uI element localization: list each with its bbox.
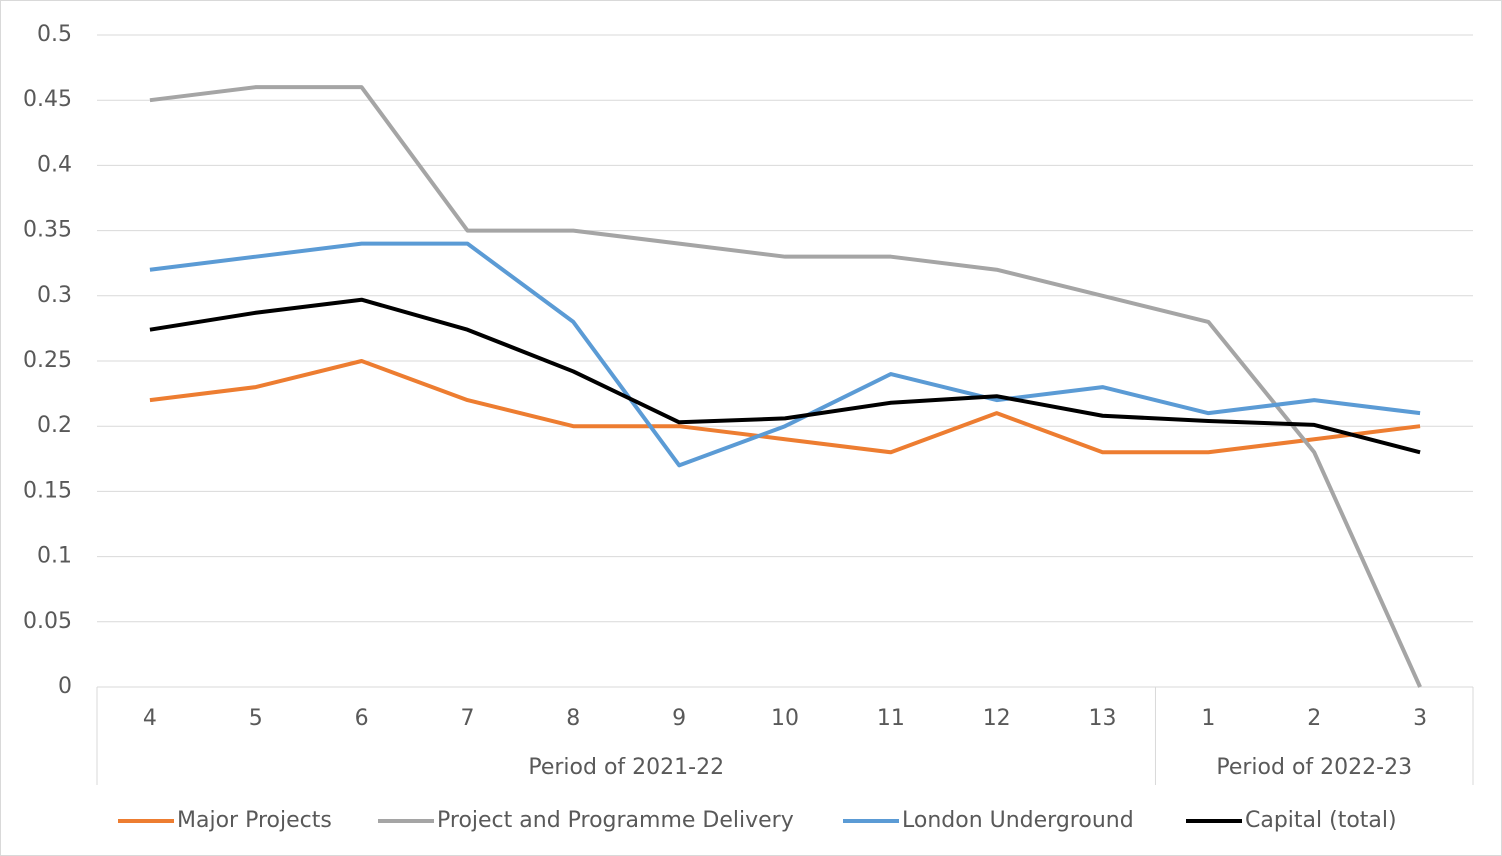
y-tick-label: 0.25 bbox=[23, 348, 72, 373]
series-line bbox=[149, 297, 1421, 455]
y-tick-label: 0.45 bbox=[23, 87, 72, 112]
series-line bbox=[149, 241, 1421, 468]
y-tick-label: 0.3 bbox=[37, 283, 72, 308]
legend-label: London Underground bbox=[902, 808, 1134, 833]
group-label: Period of 2021-22 bbox=[528, 755, 724, 780]
y-tick-label: 0.2 bbox=[37, 413, 72, 438]
x-tick-label: 11 bbox=[877, 706, 905, 731]
legend-label: Capital (total) bbox=[1245, 808, 1397, 833]
x-tick-label: 12 bbox=[983, 706, 1011, 731]
x-tick-label: 9 bbox=[672, 706, 686, 731]
y-tick-label: 0.4 bbox=[37, 152, 72, 177]
x-tick-label: 3 bbox=[1413, 706, 1427, 731]
x-tick-label: 8 bbox=[566, 706, 580, 731]
x-tick-label: 5 bbox=[249, 706, 263, 731]
legend-label: Project and Programme Delivery bbox=[437, 808, 794, 833]
series-line bbox=[149, 359, 1421, 455]
x-tick-label: 2 bbox=[1307, 706, 1321, 731]
y-tick-label: 0.35 bbox=[23, 218, 72, 243]
x-tick-label: 6 bbox=[355, 706, 369, 731]
series-line bbox=[149, 85, 1422, 688]
y-tick-label: 0.1 bbox=[37, 544, 72, 569]
group-label: Period of 2022-23 bbox=[1216, 755, 1412, 780]
y-tick-label: 0.15 bbox=[23, 478, 72, 503]
y-tick-label: 0.05 bbox=[23, 609, 72, 634]
x-tick-label: 10 bbox=[771, 706, 799, 731]
x-tick-label: 4 bbox=[143, 706, 157, 731]
y-tick-label: 0 bbox=[58, 674, 72, 699]
y-tick-label: 0.5 bbox=[37, 22, 72, 47]
legend-label: Major Projects bbox=[177, 808, 332, 833]
x-tick-label: 13 bbox=[1089, 706, 1117, 731]
x-tick-label: 1 bbox=[1201, 706, 1215, 731]
x-tick-label: 7 bbox=[460, 706, 474, 731]
